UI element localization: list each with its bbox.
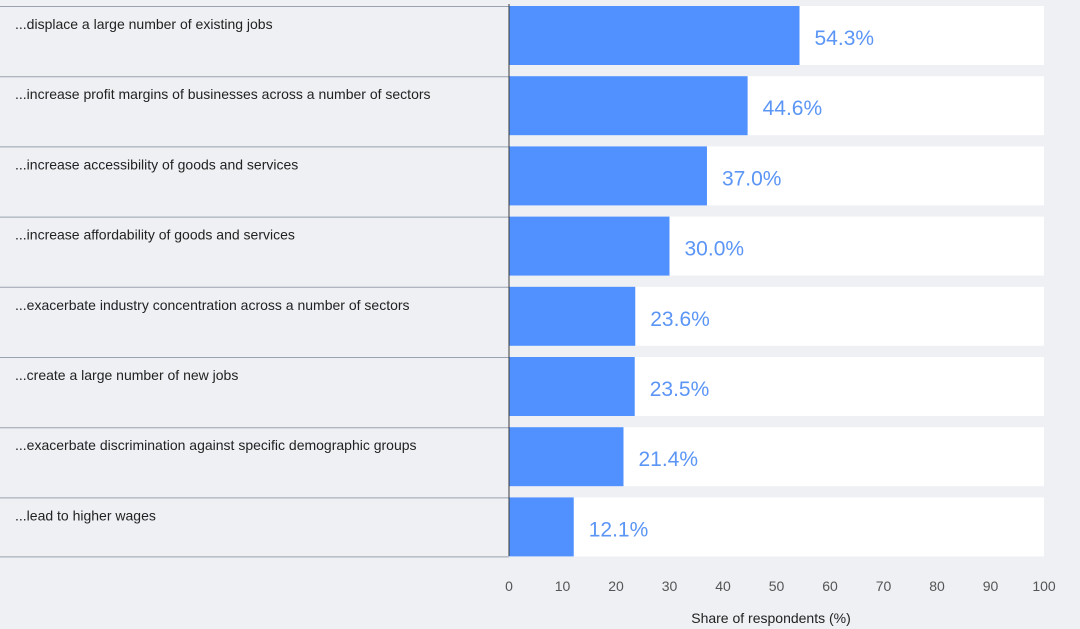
x-tick-label: 80 [929, 578, 945, 594]
category-label: ...displace a large number of existing j… [15, 16, 273, 32]
bar [509, 357, 635, 416]
bar-track [509, 497, 1044, 557]
category-label: ...create a large number of new jobs [15, 367, 238, 383]
x-tick-label: 70 [876, 578, 892, 594]
x-tick-label: 20 [608, 578, 624, 594]
x-tick-label: 50 [769, 578, 785, 594]
chart-rows: ...displace a large number of existing j… [0, 6, 1044, 558]
value-label: 44.6% [763, 97, 823, 120]
bar [509, 6, 800, 65]
category-label: ...increase accessibility of goods and s… [15, 156, 298, 172]
x-tick-label: 100 [1032, 578, 1056, 594]
value-label: 23.6% [650, 308, 710, 331]
category-label: ...lead to higher wages [15, 507, 156, 523]
category-label: ...increase affordability of goods and s… [15, 227, 295, 243]
value-label: 23.5% [650, 378, 710, 401]
category-label: ...exacerbate discrimination against spe… [15, 437, 417, 453]
x-axis-ticks: 0 10 20 30 40 50 60 70 80 90 100 [505, 578, 1056, 594]
value-label: 37.0% [722, 167, 782, 190]
bar [509, 286, 636, 346]
x-tick-label: 10 [555, 578, 571, 594]
x-tick-label: 30 [662, 578, 678, 594]
value-label: 12.1% [589, 518, 649, 541]
value-label: 21.4% [638, 448, 698, 471]
category-label: ...exacerbate industry concentration acr… [15, 297, 410, 313]
x-tick-label: 90 [983, 578, 999, 594]
bar [509, 427, 624, 487]
x-tick-label: 0 [505, 578, 513, 594]
bar [509, 216, 670, 276]
value-label: 30.0% [685, 238, 745, 261]
value-label: 54.3% [815, 27, 875, 50]
category-label: ...increase profit margins of businesses… [15, 86, 431, 102]
bar [509, 497, 574, 557]
x-tick-label: 40 [715, 578, 731, 594]
bar [509, 146, 707, 206]
x-axis-title: Share of respondents (%) [691, 610, 851, 626]
x-tick-label: 60 [822, 578, 838, 594]
bar [509, 76, 748, 136]
